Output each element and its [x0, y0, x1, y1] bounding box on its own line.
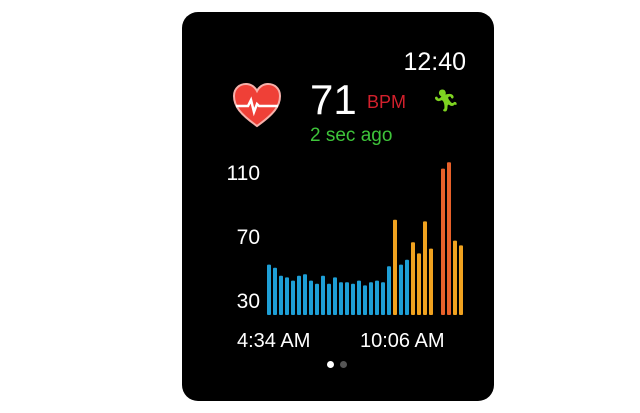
page-dot-active[interactable] — [327, 361, 334, 368]
bar-resting — [381, 282, 385, 315]
bar-elevated — [423, 221, 427, 315]
bar-elevated — [453, 240, 457, 315]
bar-resting — [279, 275, 283, 315]
bar-resting — [363, 285, 367, 315]
bar-high — [441, 168, 445, 315]
bar-resting — [273, 267, 277, 315]
bar-high — [447, 162, 451, 315]
x-label-start: 4:34 AM — [237, 330, 311, 352]
bar-resting — [375, 280, 379, 315]
bar-resting — [285, 277, 289, 315]
bar-elevated — [429, 248, 433, 315]
bar-resting — [297, 275, 301, 315]
bar-resting — [357, 280, 361, 315]
heart-ecg-icon — [232, 82, 282, 128]
x-label-end: 10:06 AM — [360, 330, 445, 352]
last-updated: 2 sec ago — [310, 125, 393, 146]
bar-resting — [369, 282, 373, 315]
bar-resting — [315, 283, 319, 315]
running-figure-icon: 🏃︎ — [432, 88, 460, 113]
bar-resting — [291, 280, 295, 315]
bar-resting — [351, 283, 355, 315]
y-tick-30: 30 — [236, 290, 260, 313]
bar-resting — [321, 275, 325, 315]
bar-elevated — [417, 253, 421, 315]
heart-rate-value: 71 — [310, 76, 357, 123]
bar-resting — [405, 259, 409, 315]
bar-resting — [303, 274, 307, 315]
bar-elevated — [411, 242, 415, 315]
bar-resting — [345, 282, 349, 315]
y-tick-110: 110 — [226, 162, 260, 185]
bar-resting — [399, 264, 403, 315]
bar-resting — [267, 264, 271, 315]
heart-rate-chart — [267, 162, 463, 315]
bar-resting — [309, 280, 313, 315]
page-dot[interactable] — [340, 361, 347, 368]
watch-screen: 12:40 71 BPM 🏃︎ 2 sec ago 110 70 30 4:34… — [182, 12, 494, 401]
heart-rate-unit: BPM — [367, 92, 407, 112]
clock-time: 12:40 — [403, 48, 466, 76]
bar-resting — [387, 266, 391, 315]
bar-resting — [339, 282, 343, 315]
y-tick-70: 70 — [236, 226, 260, 249]
bar-elevated — [393, 219, 397, 315]
bar-resting — [333, 277, 337, 315]
bar-elevated — [459, 245, 463, 315]
bar-resting — [327, 283, 331, 315]
